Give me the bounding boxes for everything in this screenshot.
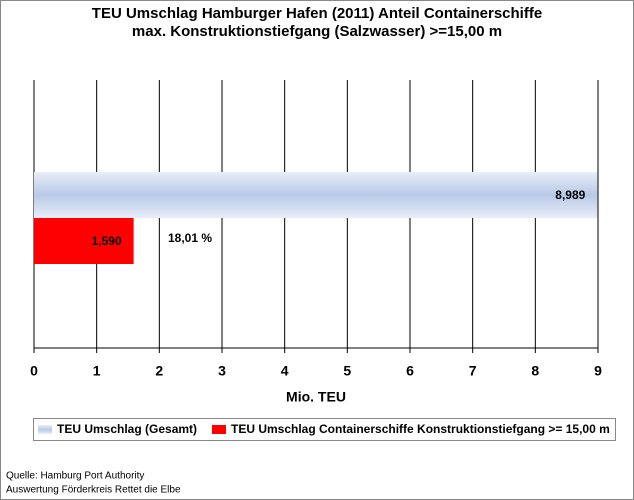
x-tick-label: 5 [343, 363, 351, 379]
legend-swatch [38, 425, 52, 434]
data-label: 1,590 [92, 234, 122, 248]
data-label: 8,989 [555, 188, 585, 202]
x-tick-label: 1 [93, 363, 101, 379]
source: Auswertung Förderkreis Rettet die Elbe [6, 485, 181, 496]
x-tick-label: 6 [406, 363, 414, 379]
x-tick-label: 3 [218, 363, 226, 379]
x-tick-label: 8 [531, 363, 539, 379]
bar [34, 218, 134, 264]
annotation: 18,01 % [168, 231, 212, 245]
x-tick-label: 2 [155, 363, 163, 379]
x-axis-label: Mio. TEU [286, 389, 346, 405]
bar [34, 172, 598, 218]
x-tick-label: 4 [281, 363, 289, 379]
legend-swatch [212, 425, 226, 434]
legend-box [33, 418, 616, 441]
x-tick-label: 9 [594, 363, 602, 379]
source: Quelle: Hamburg Port Authority [6, 471, 144, 482]
x-tick-label: 0 [30, 363, 38, 379]
legend-label: TEU Umschlag Containerschiffe Konstrukti… [231, 422, 610, 436]
x-tick-label: 7 [469, 363, 477, 379]
legend-label: TEU Umschlag (Gesamt) [57, 422, 197, 436]
chart-subtitle: max. Konstruktionstiefgang (Salzwasser) … [132, 23, 502, 40]
chart-title: TEU Umschlag Hamburger Hafen (2011) Ante… [92, 5, 542, 22]
